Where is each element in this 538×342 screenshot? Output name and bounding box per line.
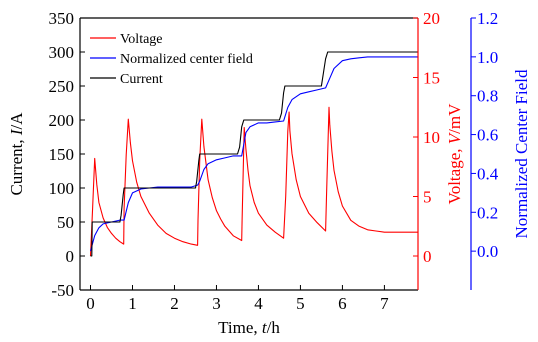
legend-box	[88, 26, 278, 92]
right-tick-label: 10	[423, 128, 440, 147]
label-part: V	[445, 131, 464, 144]
far-right-tick-label: 1.2	[477, 9, 498, 28]
label-part: Time,	[218, 318, 262, 337]
legend-label-1: Voltage	[120, 32, 163, 47]
left-tick-label: 200	[49, 111, 75, 130]
far-right-tick-label: 0.4	[477, 164, 499, 183]
label-part: I	[7, 128, 26, 136]
right-tick-label: 5	[423, 188, 432, 207]
left-axis-title: Current, I/A	[7, 112, 26, 196]
label-part: /A	[7, 112, 26, 130]
x-tick-label: 7	[380, 294, 389, 313]
far-right-axis-title: Normalized Center Field	[512, 69, 531, 239]
x-tick-label: 6	[338, 294, 347, 313]
left-tick-label: 350	[49, 9, 75, 28]
left-tick-label: 300	[49, 43, 75, 62]
label-part: t	[262, 318, 268, 337]
x-tick-label: 3	[212, 294, 221, 313]
x-tick-label: 1	[128, 294, 137, 313]
series-line-3	[90, 51, 418, 257]
right-axis-title: Voltage, V/mV	[445, 103, 464, 204]
x-tick-label: 5	[296, 294, 305, 313]
left-tick-label: 100	[49, 179, 75, 198]
far-right-tick-label: 0.2	[477, 203, 498, 222]
left-tick-label: 50	[57, 213, 74, 232]
legend-label-2: Normalized center field	[120, 52, 253, 67]
far-right-tick-label: 1.0	[477, 48, 498, 67]
label-part: /h	[267, 318, 281, 337]
left-tick-label: 250	[49, 77, 75, 96]
left-tick-label: 150	[49, 145, 75, 164]
series-layer	[89, 51, 418, 257]
label-part: Voltage,	[445, 144, 464, 204]
right-tick-label: 20	[423, 9, 440, 28]
left-tick-label: 0	[66, 247, 75, 266]
series-line-1	[89, 106, 418, 257]
legend-label-3: Current	[120, 72, 163, 87]
label-part: Current,	[7, 135, 26, 195]
legend-layer: Voltage Normalized center field Current	[88, 26, 278, 92]
far-right-tick-label: 0.0	[477, 242, 498, 261]
x-tick-label: 4	[254, 294, 263, 313]
far-right-tick-label: 0.6	[477, 126, 498, 145]
x-tick-label: 0	[86, 294, 95, 313]
x-tick-label: 2	[170, 294, 179, 313]
right-tick-label: 0	[423, 247, 432, 266]
right-tick-label: 15	[423, 69, 440, 88]
label-part: /mV	[445, 103, 464, 134]
label-part: Normalized Center Field	[512, 69, 531, 239]
far-right-tick-label: 0.8	[477, 87, 498, 106]
x-axis-title: Time, t/h	[218, 318, 280, 337]
left-tick-label: -50	[51, 281, 74, 300]
series-line-2	[89, 56, 418, 252]
